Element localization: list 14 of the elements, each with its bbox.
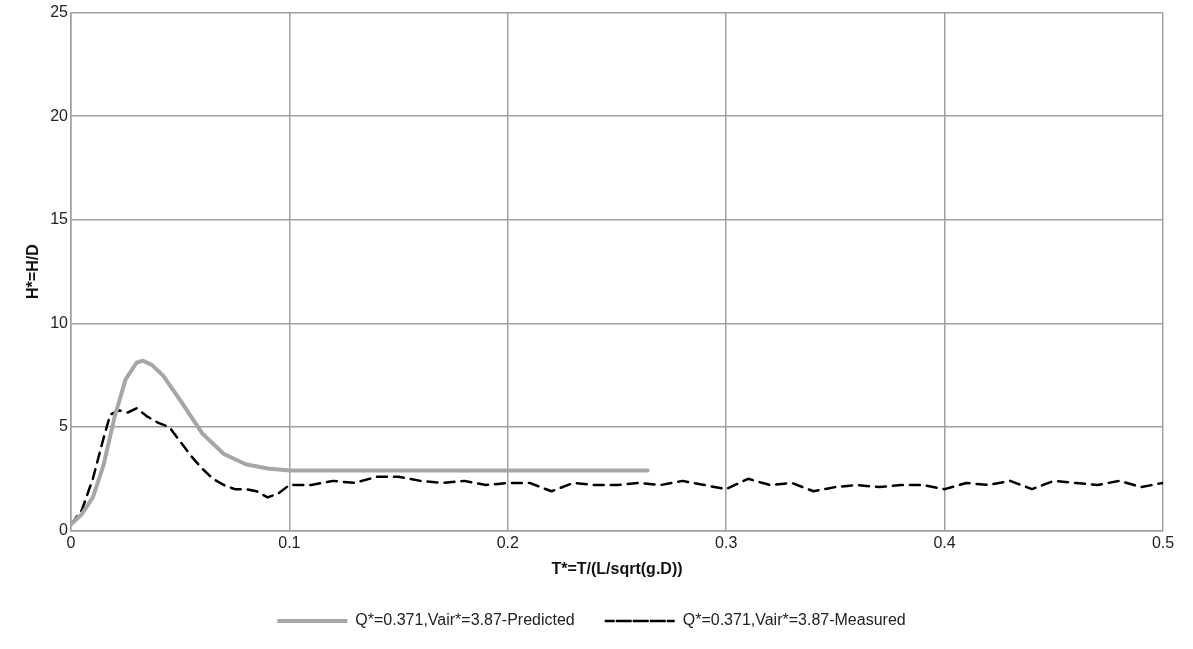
legend-label: Q*=0.371,Vair*=3.87-Measured bbox=[682, 611, 906, 629]
legend-label: Q*=0.371,Vair*=3.87-Predicted bbox=[355, 611, 575, 629]
y-axis-title: H*=H/D bbox=[24, 244, 42, 299]
x-tick-label: 0.2 bbox=[496, 533, 520, 551]
y-tick-label: 15 bbox=[50, 210, 69, 228]
x-tick-label: 0.4 bbox=[933, 533, 956, 551]
x-axis-title: T*=T/(L/sqrt(g.D)) bbox=[551, 559, 683, 577]
x-tick-label: 0.5 bbox=[1151, 533, 1175, 551]
y-tick-label: 25 bbox=[50, 3, 69, 21]
x-tick-label: 0.3 bbox=[715, 533, 738, 551]
y-tick-label: 20 bbox=[50, 106, 69, 124]
y-tick-label: 5 bbox=[59, 417, 69, 435]
y-tick-label: 10 bbox=[50, 313, 69, 331]
x-tick-label: 0.1 bbox=[278, 533, 301, 551]
